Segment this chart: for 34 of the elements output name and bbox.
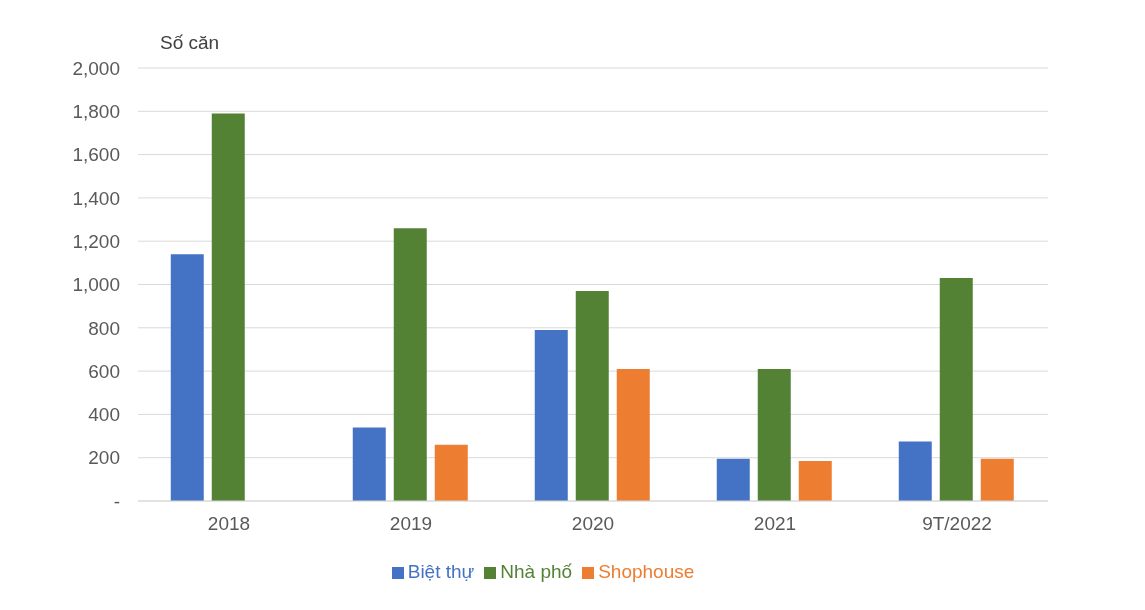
x-tick-label: 9T/2022 — [922, 513, 992, 535]
y-tick-label: 800 — [88, 317, 120, 339]
bar — [393, 228, 427, 501]
bar — [575, 291, 609, 501]
bar — [939, 278, 973, 501]
x-tick-label: 2020 — [571, 513, 615, 535]
bar — [798, 460, 832, 501]
bar — [616, 368, 650, 501]
legend-label: Biệt thự — [407, 561, 475, 582]
x-tick-label: 2018 — [207, 513, 251, 535]
y-tick-label: 600 — [88, 360, 120, 382]
y-tick-label: 1,600 — [72, 144, 120, 166]
legend-label: Nhà phố — [500, 561, 573, 582]
y-tick-label: 200 — [88, 447, 120, 469]
y-tick-label: - — [113, 490, 120, 512]
bar — [898, 441, 932, 501]
bar — [716, 458, 750, 501]
bar — [980, 458, 1014, 501]
y-tick-label: 400 — [88, 404, 120, 426]
bar — [757, 368, 791, 501]
y-tick-label: 2,000 — [72, 57, 120, 79]
bar — [211, 113, 245, 501]
y-axis-title: Số căn — [160, 32, 220, 54]
x-tick-label: 2021 — [753, 513, 797, 535]
bar — [170, 254, 204, 501]
legend-label: Shophouse — [598, 561, 695, 582]
x-tick-label: 2019 — [389, 513, 433, 535]
y-tick-label: 1,000 — [72, 274, 120, 296]
bar — [534, 329, 568, 501]
y-tick-label: 1,400 — [72, 187, 120, 209]
bar — [434, 444, 468, 501]
y-tick-label: 1,800 — [72, 101, 120, 123]
y-tick-label: 1,200 — [72, 230, 120, 252]
bar — [352, 427, 386, 501]
